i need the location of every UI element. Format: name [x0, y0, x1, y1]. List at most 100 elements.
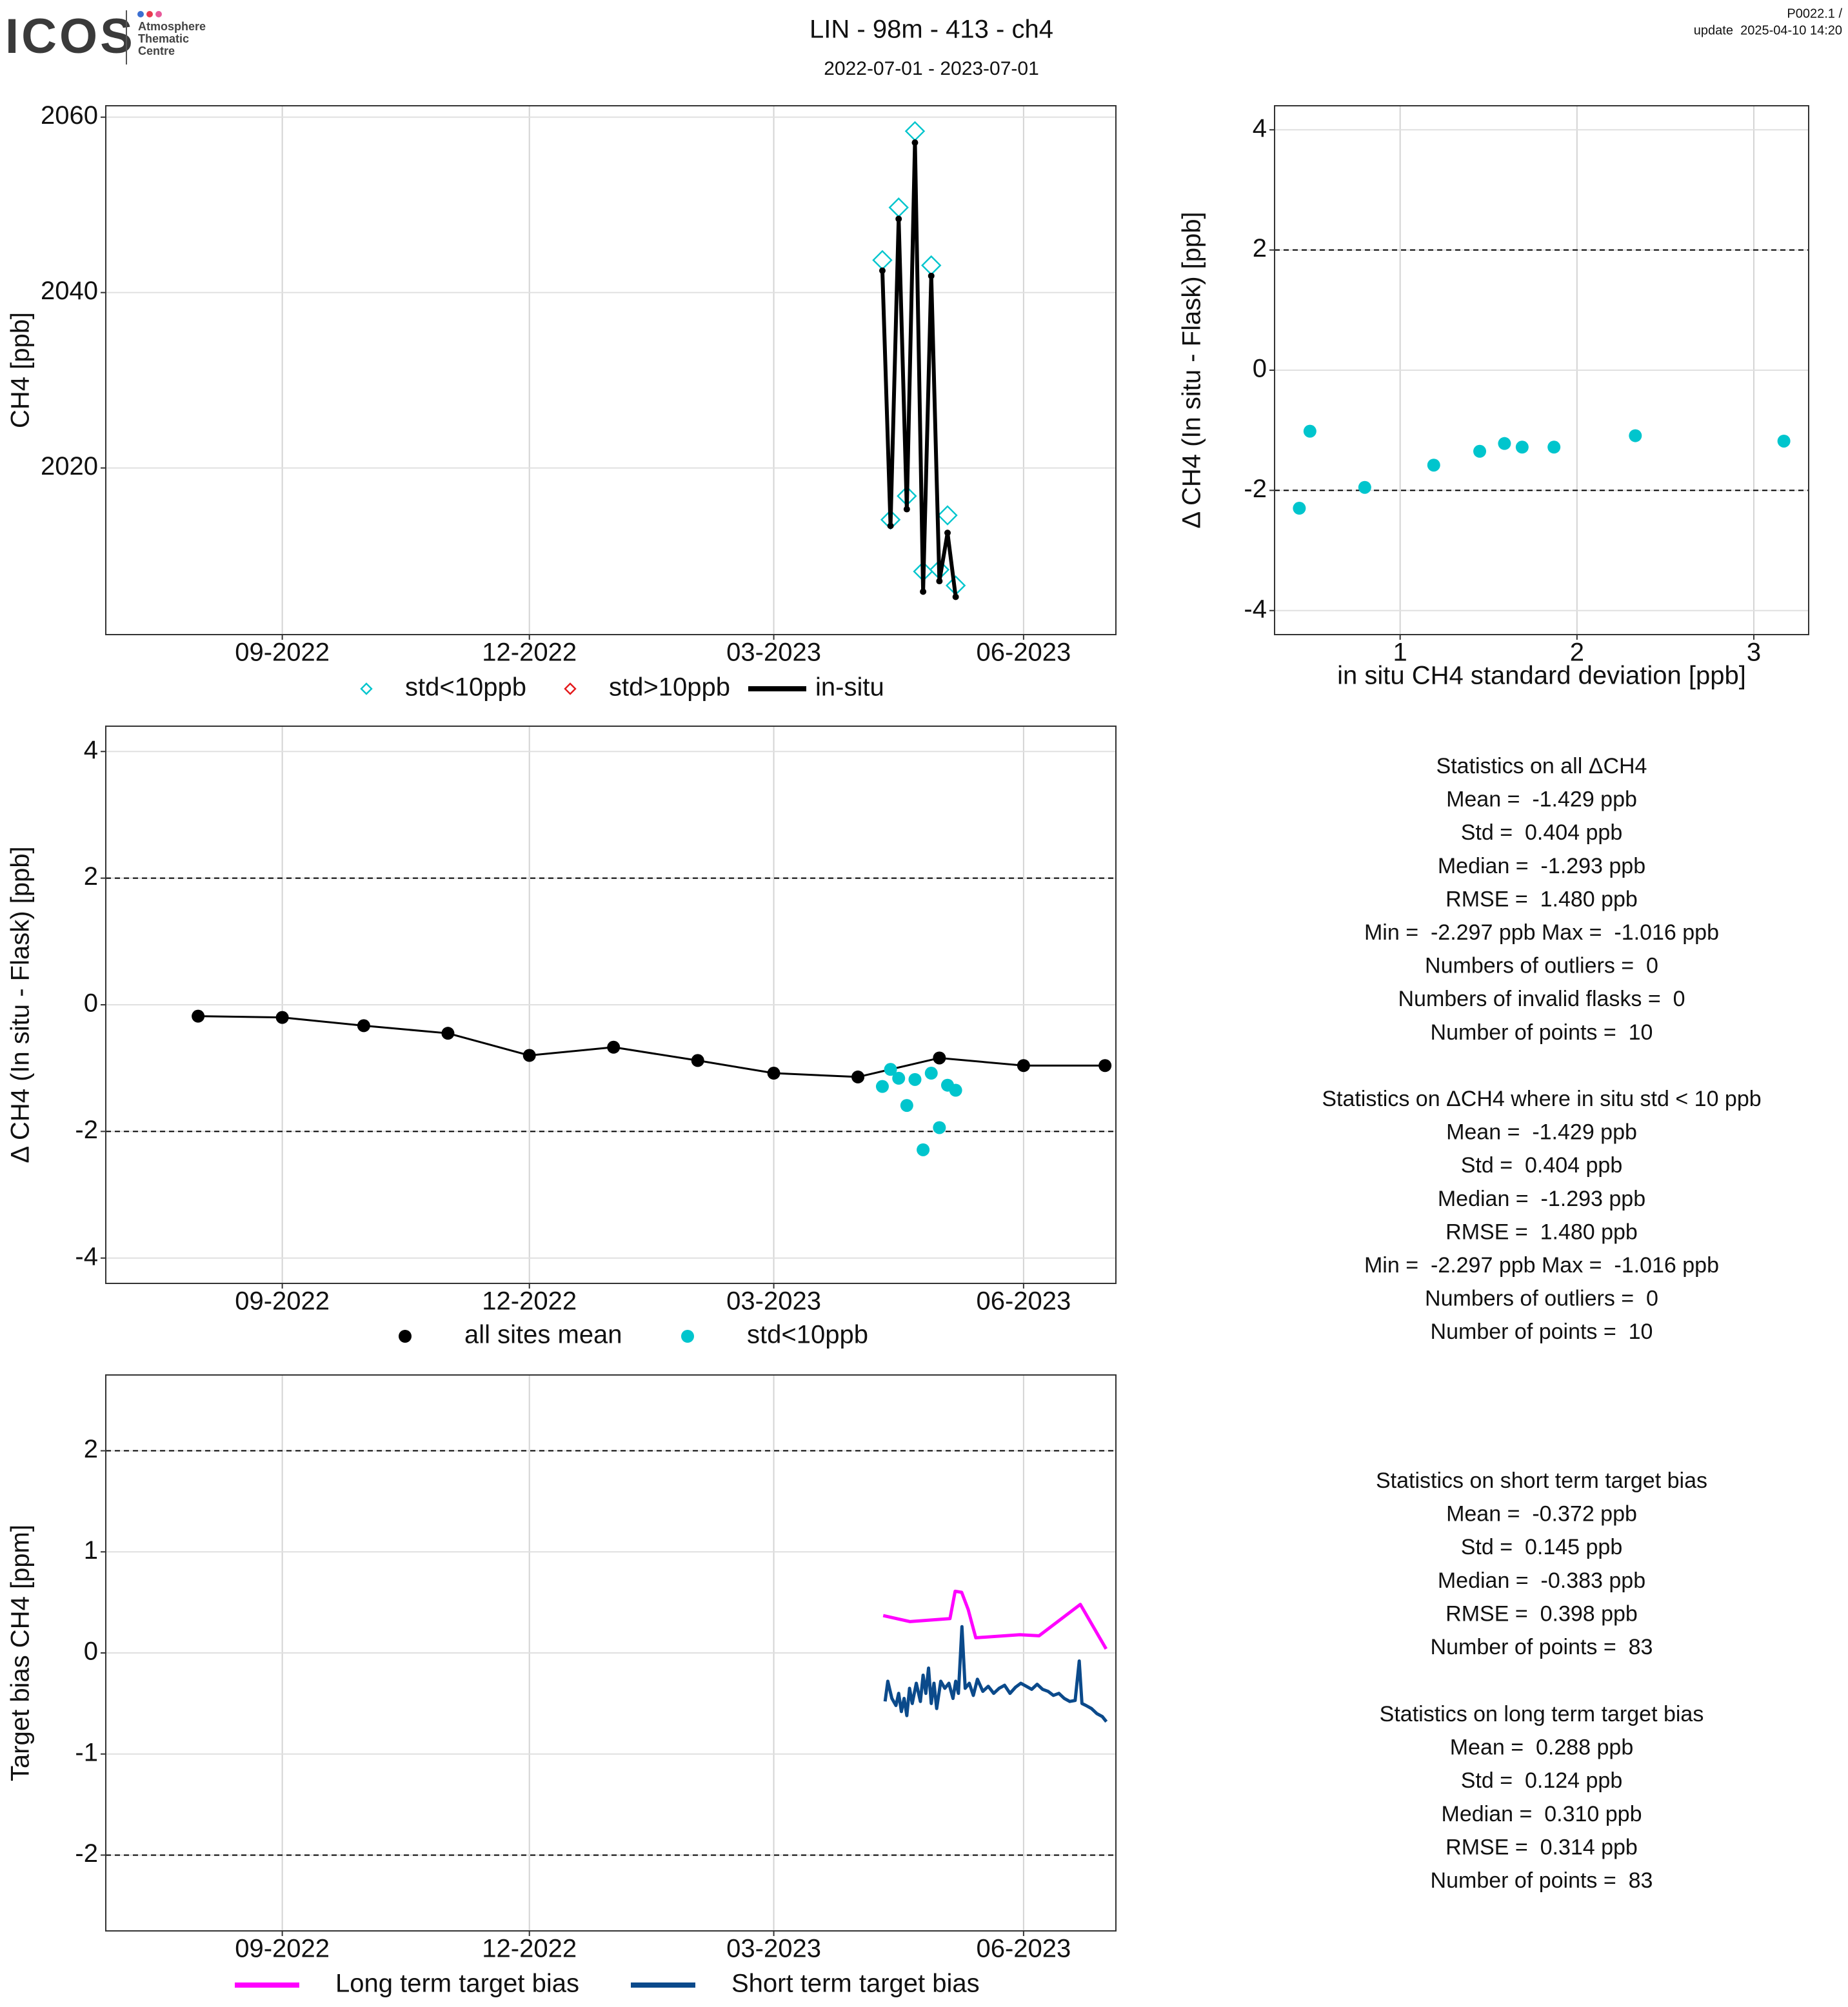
- point-marker: [1547, 440, 1561, 454]
- legend-label: std>10ppb: [609, 673, 730, 702]
- point-marker: [441, 1027, 455, 1040]
- plot-border: [105, 1374, 1117, 1932]
- point-marker: [933, 1051, 946, 1065]
- point-marker: [903, 506, 910, 513]
- statistics-line: RMSE = 0.314 ppb: [1446, 1835, 1638, 1859]
- x-tick-label: 03-2023: [726, 638, 821, 667]
- x-tick-label: 1: [1393, 638, 1407, 667]
- y-tick-label: 4: [84, 736, 98, 764]
- statistics-line: Number of points = 10: [1431, 1020, 1653, 1045]
- y-tick-label: 0: [84, 1637, 98, 1666]
- statistics-line: Mean = -0.372 ppb: [1446, 1502, 1637, 1527]
- version: P0022.1 /: [1787, 6, 1842, 21]
- y-tick-label: 2040: [41, 277, 98, 305]
- point-marker: [944, 529, 951, 537]
- logo-dot: [146, 11, 153, 17]
- point-marker: [1098, 1059, 1112, 1073]
- subtitle: 2022-07-01 - 2023-07-01: [824, 58, 1039, 79]
- statistics-line: Mean = 0.288 ppb: [1450, 1735, 1634, 1760]
- y-axis-title: Target bias CH4 [ppm]: [6, 1525, 35, 1781]
- x-tick-label: 09-2022: [235, 638, 330, 667]
- x-tick-label: 12-2022: [482, 1287, 577, 1316]
- x-tick-label: 06-2023: [976, 1935, 1071, 1963]
- point-marker: [924, 1067, 938, 1080]
- y-tick-label: -2: [1244, 475, 1267, 503]
- plot-border: [105, 726, 1117, 1284]
- x-tick-label: 06-2023: [976, 638, 1071, 667]
- x-tick-label: 06-2023: [976, 1287, 1071, 1316]
- point-marker: [767, 1067, 780, 1080]
- legend-label: in-situ: [815, 673, 884, 702]
- x-tick-label: 2: [1570, 638, 1584, 667]
- logo-subtitle: Centre: [138, 44, 175, 57]
- series-line: [880, 141, 958, 597]
- legend-label: Short term target bias: [731, 1970, 980, 1998]
- plot-border: [1274, 105, 1809, 635]
- statistics-line: Statistics on long term target bias: [1380, 1702, 1704, 1726]
- legend-symbol: [681, 1330, 694, 1343]
- x-tick-label: 12-2022: [482, 1935, 577, 1963]
- point-marker: [936, 578, 943, 585]
- series-line: [883, 1625, 1108, 1723]
- x-tick-label: 09-2022: [235, 1287, 330, 1316]
- y-tick-label: -2: [75, 1839, 98, 1868]
- statistics-line: Number of points = 83: [1431, 1868, 1653, 1893]
- point-marker: [1293, 502, 1306, 515]
- logo-subtitle: Thematic: [138, 32, 189, 45]
- logo-subtitle: Atmosphere: [138, 20, 206, 33]
- point-marker: [908, 1073, 922, 1086]
- point-marker: [895, 215, 902, 222]
- legend-label: all sites mean: [464, 1321, 622, 1349]
- series-line: [198, 1015, 1106, 1078]
- statistics-line: Median = -1.293 ppb: [1438, 854, 1645, 878]
- statistics-line: Min = -2.297 ppb Max = -1.016 ppb: [1364, 1253, 1719, 1278]
- point-marker: [522, 1049, 536, 1062]
- point-marker: [1629, 429, 1642, 442]
- statistics-line: RMSE = 1.480 ppb: [1446, 887, 1638, 911]
- point-marker: [1017, 1059, 1030, 1073]
- x-tick-label: 03-2023: [726, 1935, 821, 1963]
- legend-label: Long term target bias: [335, 1970, 579, 1998]
- statistics-line: Mean = -1.429 ppb: [1446, 787, 1637, 812]
- point-marker: [1303, 424, 1316, 438]
- point-marker: [949, 1083, 962, 1097]
- logo: ICOS: [5, 9, 135, 64]
- series-line: [882, 1589, 1108, 1650]
- y-tick-label: -4: [1244, 595, 1267, 623]
- point-marker: [607, 1040, 621, 1054]
- legend-symbol: [564, 682, 577, 695]
- statistics-line: Numbers of invalid flasks = 0: [1398, 987, 1685, 1011]
- point-marker: [887, 522, 894, 529]
- logo-dot: [155, 11, 162, 17]
- point-marker: [920, 588, 927, 595]
- point-marker: [952, 593, 959, 600]
- point-marker: [917, 1143, 930, 1156]
- statistics-line: Mean = -1.429 ppb: [1446, 1120, 1637, 1145]
- x-axis-title: in situ CH4 standard deviation [ppb]: [1337, 662, 1746, 690]
- statistics-line: Number of points = 10: [1431, 1320, 1653, 1344]
- statistics-line: Numbers of outliers = 0: [1425, 1287, 1658, 1311]
- statistics-line: Statistics on ΔCH4 where in situ std < 1…: [1322, 1087, 1761, 1111]
- point-marker: [1473, 444, 1487, 458]
- plot-panel: [106, 106, 1116, 635]
- point-marker: [1498, 437, 1511, 450]
- statistics-line: Median = 0.310 ppb: [1442, 1802, 1642, 1826]
- y-tick-label: 4: [1253, 114, 1267, 143]
- y-tick-label: 1: [84, 1536, 98, 1565]
- y-tick-label: 2: [84, 862, 98, 891]
- update: update 2025-04-10 14:20: [1694, 23, 1842, 37]
- statistics-line: RMSE = 1.480 ppb: [1446, 1220, 1638, 1244]
- legend-symbol: [399, 1330, 412, 1343]
- point-marker: [884, 1063, 897, 1076]
- statistics-line: Std = 0.124 ppb: [1461, 1768, 1622, 1793]
- point-marker: [892, 1071, 906, 1085]
- point-marker: [1427, 459, 1440, 472]
- y-tick-label: 2020: [41, 452, 98, 480]
- point-marker: [691, 1054, 704, 1067]
- point-marker: [1358, 480, 1371, 494]
- point-marker: [911, 139, 919, 146]
- legend-symbol: [774, 686, 779, 691]
- x-tick-label: 12-2022: [482, 638, 577, 667]
